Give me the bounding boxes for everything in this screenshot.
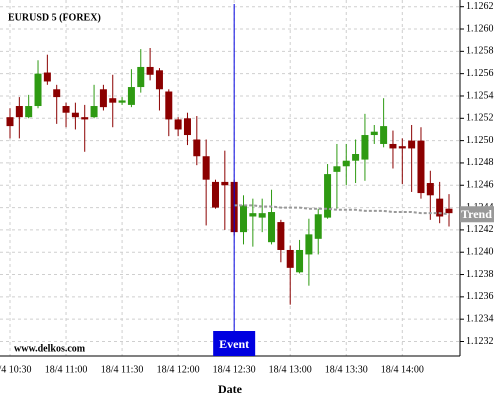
candle-body <box>81 117 89 120</box>
candle-body <box>6 117 14 127</box>
chart-title: EURUSD 5 (FOREX) <box>8 12 101 23</box>
candle-body <box>53 89 61 98</box>
y-tick-label: 1.1248 <box>466 157 494 168</box>
candle-body <box>240 205 248 233</box>
candle-body <box>333 166 341 172</box>
candle-body <box>71 112 79 118</box>
candle-body <box>118 100 126 103</box>
candle-body <box>62 106 70 113</box>
candle-body <box>305 234 313 255</box>
candle-body <box>127 87 135 105</box>
x-tick-label: 18/4 14:00 <box>381 364 424 375</box>
candle-body <box>155 70 163 90</box>
y-tick-label: 1.1250 <box>466 135 494 146</box>
x-axis-title: Date <box>218 382 243 396</box>
candle-body <box>137 66 145 88</box>
trend-label: Trend <box>461 207 492 221</box>
candle-body <box>183 118 191 136</box>
candle-body <box>90 106 98 118</box>
candle-body <box>417 140 425 194</box>
candle-body <box>314 214 322 239</box>
candle-body <box>286 249 294 268</box>
grid <box>0 0 460 356</box>
watermark: www.delkos.com <box>14 343 86 354</box>
candle-body <box>258 213 266 218</box>
y-tick-label: 1.1256 <box>466 68 494 79</box>
plot <box>6 47 453 305</box>
x-tick-label: 18/4 12:00 <box>157 364 200 375</box>
y-tick-label: 1.1252 <box>466 113 494 124</box>
candle-body <box>324 174 332 218</box>
candle-body <box>436 198 444 217</box>
y-tick-label: 1.1262 <box>466 1 494 12</box>
candle-body <box>174 119 182 130</box>
event-box <box>213 331 256 356</box>
y-tick-label: 1.1236 <box>466 291 494 302</box>
candle-body <box>361 135 369 160</box>
candle-body <box>426 183 434 196</box>
event-label: Event <box>219 337 249 351</box>
candle-body <box>380 126 388 144</box>
y-tick-label: 1.1260 <box>466 23 494 34</box>
candle-body <box>202 156 210 180</box>
x-tick-label: 18/4 10:30 <box>0 364 32 375</box>
y-tick-label: 1.1246 <box>466 180 494 191</box>
candle-body <box>445 208 453 214</box>
candle-body <box>221 181 229 186</box>
candle-body <box>389 143 397 149</box>
y-tick-label: 1.1234 <box>466 313 494 324</box>
trend-line <box>234 204 450 216</box>
candle-body <box>277 222 285 250</box>
candle-body <box>99 89 107 108</box>
x-tick-label: 18/4 13:30 <box>325 364 368 375</box>
candle-body <box>193 139 201 157</box>
candle-body <box>296 249 304 273</box>
candle-body <box>370 131 378 136</box>
candle-body <box>249 213 257 217</box>
y-tick-label: 1.1242 <box>466 224 494 235</box>
candle-body <box>268 212 276 243</box>
trend-label-box <box>460 206 494 223</box>
x-tick-label: 18/4 11:30 <box>101 364 144 375</box>
candle-body <box>34 73 42 107</box>
candle-body <box>398 146 406 149</box>
candle-body <box>408 140 416 149</box>
y-tick-label: 1.1254 <box>466 90 494 101</box>
y-tick-label: 1.1232 <box>466 336 494 347</box>
candle-body <box>211 181 219 208</box>
candle-body <box>165 91 173 120</box>
y-tick-label: 1.1238 <box>466 269 494 280</box>
x-tick-label: 18/4 13:00 <box>269 364 312 375</box>
x-tick-label: 18/4 11:00 <box>45 364 88 375</box>
candle-body <box>146 66 154 75</box>
candle-body <box>109 98 117 103</box>
candle-body <box>352 154 360 161</box>
candle-body <box>15 106 23 118</box>
candle-body <box>43 72 51 82</box>
candle-body <box>342 160 350 167</box>
x-tick-label: 18/4 12:30 <box>213 364 256 375</box>
y-tick-label: 1.1240 <box>466 247 494 258</box>
y-tick-label: 1.1258 <box>466 46 494 57</box>
candle-body <box>25 106 33 118</box>
